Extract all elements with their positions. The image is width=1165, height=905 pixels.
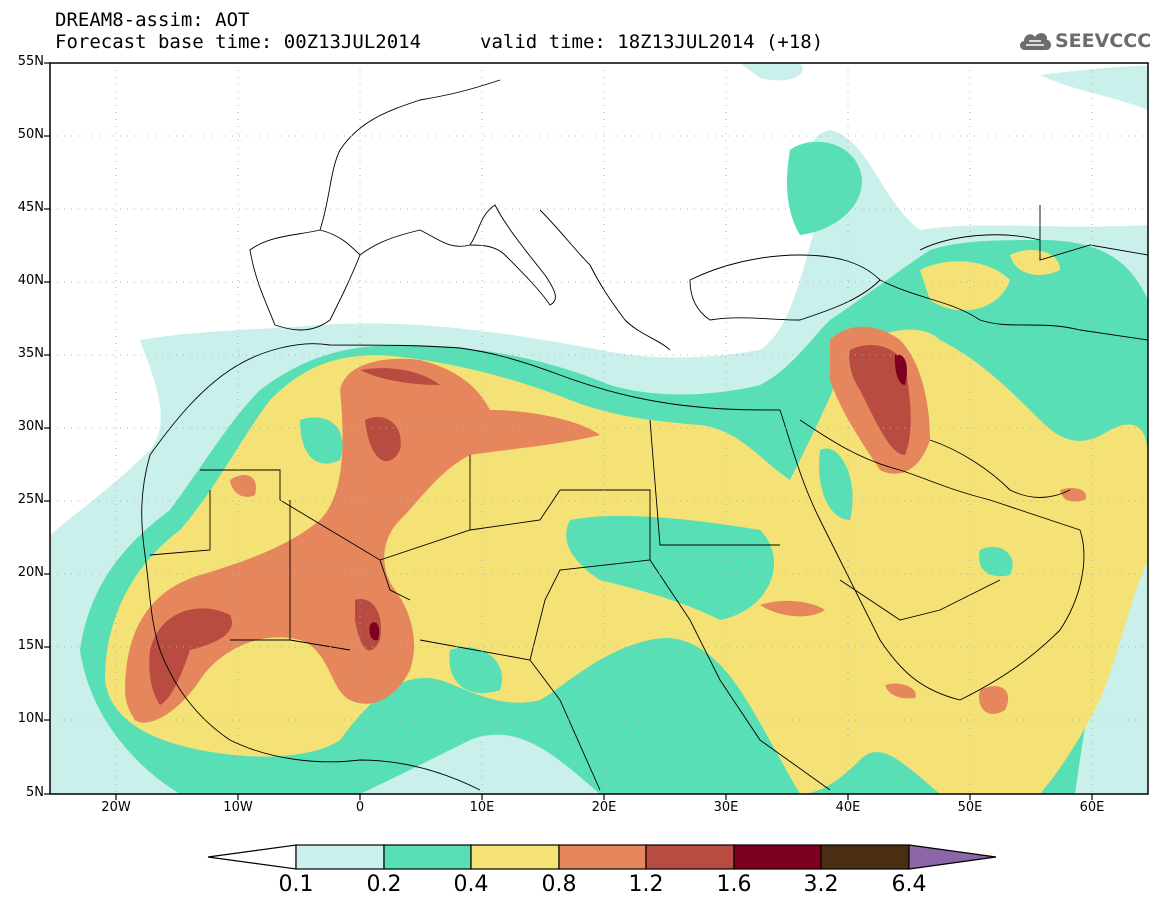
lon-label: 0: [355, 800, 365, 815]
colorbar-swatch: [470, 844, 560, 870]
lon-label: 50E: [957, 800, 983, 815]
colorbar-label: 0.4: [453, 872, 489, 897]
lat-label: 40N: [17, 273, 44, 288]
lat-label: 5N: [26, 785, 44, 800]
lon-label: 20E: [591, 800, 617, 815]
colorbar-swatch: [820, 844, 910, 870]
colorbar-low-arrow: [207, 844, 297, 870]
lat-label: 10N: [17, 711, 44, 726]
colorbar-swatch: [558, 844, 647, 870]
lat-label: 35N: [17, 346, 44, 361]
lon-label: 60E: [1079, 800, 1105, 815]
colorbar-swatch: [383, 844, 472, 870]
colorbar-label: 6.4: [891, 872, 927, 897]
map-title: DREAM8-assim: AOT: [55, 9, 250, 31]
axis-ticks: [44, 62, 1093, 800]
colorbar: [207, 844, 997, 870]
lat-label: 45N: [17, 200, 44, 215]
aot-band-1.2: [149, 608, 232, 705]
lon-label: 20W: [101, 800, 131, 815]
colorbar-swatch: [733, 844, 822, 870]
lat-label: 15N: [17, 638, 44, 653]
lat-label: 55N: [17, 54, 44, 69]
colorbar-swatch: [645, 844, 735, 870]
lon-label: 40E: [835, 800, 861, 815]
colorbar-label: 3.2: [803, 872, 839, 897]
logo-text: SEEVCCC: [1055, 30, 1152, 52]
lat-label: 20N: [17, 565, 44, 580]
grid-lines: [50, 63, 1148, 794]
forecast-base-time: Forecast base time: 00Z13JUL2014: [55, 31, 422, 53]
colorbar-high-arrow: [908, 844, 997, 870]
lat-label: 50N: [17, 127, 44, 142]
lon-label: 30E: [713, 800, 739, 815]
colorbar-label: 1.6: [716, 872, 752, 897]
cloud-icon: [1019, 33, 1051, 50]
valid-time: valid time: 18Z13JUL2014 (+18): [480, 31, 824, 53]
aot-band-0.8: [125, 358, 600, 723]
aot-band-1.6: [369, 622, 380, 641]
lat-label: 30N: [17, 419, 44, 434]
colorbar-label: 0.8: [541, 872, 577, 897]
colorbar-label: 1.2: [628, 872, 664, 897]
aot-fields: [50, 63, 1148, 794]
seevccc-logo: SEEVCCC: [1017, 26, 1151, 56]
colorbar-label: 0.2: [366, 872, 402, 897]
lat-label: 25N: [17, 492, 44, 507]
lon-label: 10W: [223, 800, 253, 815]
colorbar-label: 0.1: [278, 872, 314, 897]
country-borders: [141, 79, 1148, 791]
colorbar-swatch: [295, 844, 385, 870]
lon-label: 10E: [469, 800, 495, 815]
